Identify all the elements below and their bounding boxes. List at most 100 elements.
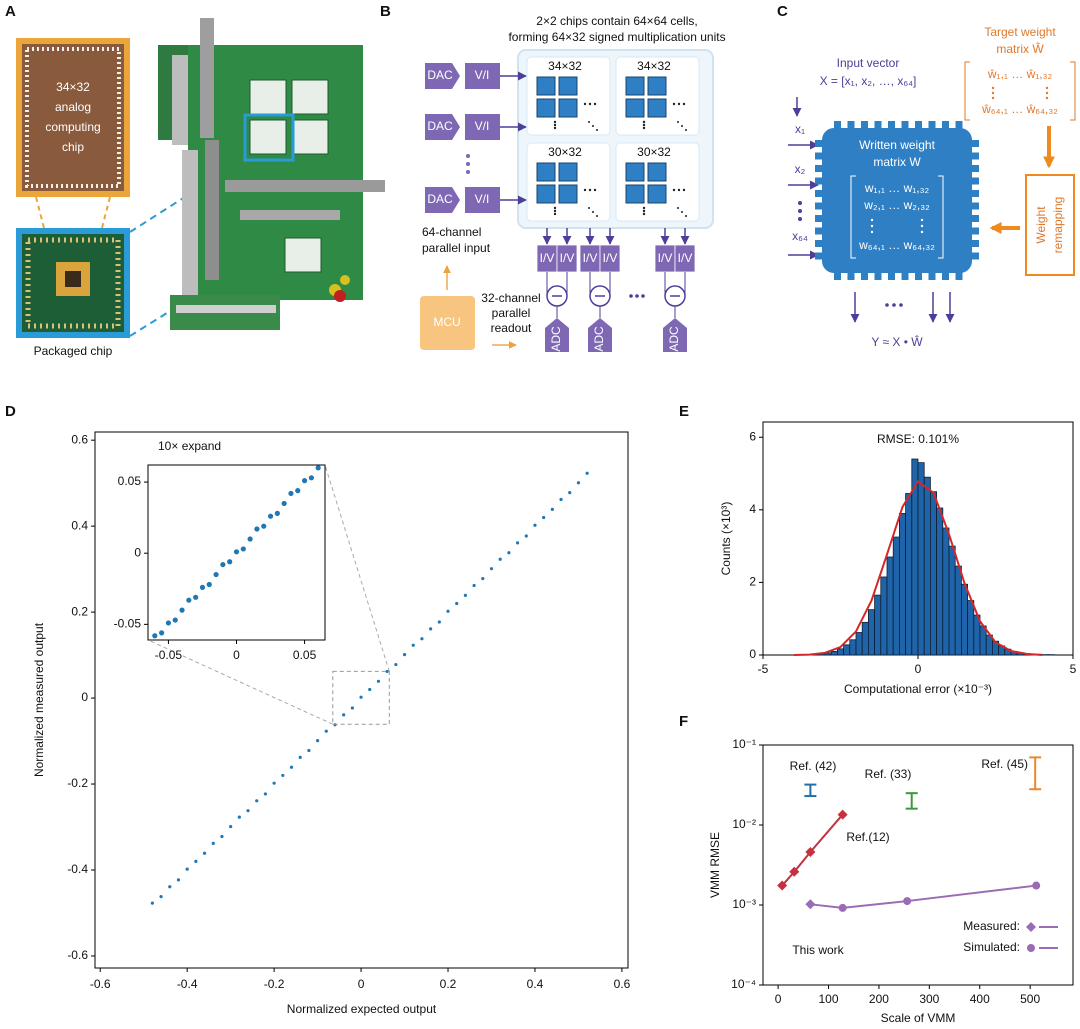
dot	[583, 188, 587, 192]
bar	[936, 507, 944, 656]
remap-box	[1025, 174, 1075, 276]
connector	[205, 140, 219, 280]
cell-block	[536, 162, 556, 182]
zoom-box	[332, 670, 390, 725]
dot	[642, 123, 646, 127]
panel-label: C	[777, 3, 788, 20]
point	[220, 561, 226, 568]
y-tick-label: 6	[749, 429, 756, 443]
mcu-label: MCU	[433, 315, 460, 329]
y-tick-label: 0	[749, 647, 756, 661]
point	[455, 601, 459, 606]
package-core	[65, 271, 81, 287]
series-line	[810, 884, 1037, 909]
series-line	[781, 813, 844, 887]
point	[324, 729, 328, 733]
highlight	[243, 113, 295, 162]
y-tick-label: 0.6	[71, 432, 88, 446]
y-axis-label: Counts (×10³)	[719, 502, 733, 576]
x-tick-label: -5	[758, 662, 769, 676]
dot	[677, 188, 681, 192]
dot	[635, 294, 639, 298]
point	[246, 809, 250, 813]
chip-pads	[25, 47, 121, 188]
connector	[240, 210, 340, 220]
point	[489, 567, 494, 571]
iv-label: I/V	[603, 251, 618, 265]
point	[237, 815, 241, 819]
x-tick-label: 0	[915, 662, 922, 676]
socket	[249, 79, 287, 115]
iv-label: I/V	[583, 251, 598, 265]
dot	[583, 102, 587, 106]
point	[315, 739, 320, 743]
point	[805, 846, 816, 857]
zoom-connector	[147, 639, 334, 725]
chip-pin	[970, 152, 979, 160]
point	[446, 609, 450, 613]
chip-pin	[815, 190, 824, 197]
adc-block	[545, 318, 569, 352]
panel-label: D	[5, 403, 16, 420]
cell-block	[625, 76, 645, 96]
point	[342, 713, 346, 717]
dot	[588, 121, 590, 123]
package-label: Packaged chip	[34, 344, 113, 358]
wire	[589, 272, 611, 296]
bar	[954, 565, 962, 656]
chip-label: 34×32	[56, 80, 90, 94]
dot	[466, 170, 470, 174]
point	[274, 510, 280, 516]
chip-pin	[970, 190, 979, 197]
jack	[334, 290, 346, 302]
dot	[685, 215, 687, 217]
chip-pin	[847, 271, 855, 280]
y-axis-label: Normalized measured output	[32, 622, 46, 777]
y-tick-label: 4	[749, 502, 756, 516]
dot	[592, 211, 594, 213]
dot	[870, 224, 874, 228]
target-title: Target weight	[984, 25, 1056, 39]
annotation: RMSE: 0.101%	[877, 432, 959, 446]
point	[542, 515, 546, 520]
point	[533, 523, 537, 527]
dot	[588, 102, 592, 106]
chip-pin	[970, 215, 979, 222]
dot	[677, 102, 681, 106]
dot	[553, 212, 557, 216]
cell-block	[647, 184, 667, 204]
vi-label: V/I	[475, 119, 490, 133]
point	[315, 465, 321, 471]
dot	[588, 207, 590, 209]
x-tick-label: 300	[919, 992, 939, 1006]
written-title: matrix W	[873, 155, 921, 169]
dot	[553, 123, 557, 127]
x-tick-label: 200	[869, 992, 889, 1006]
point	[281, 500, 287, 507]
y-tick-label: 10⁻⁴	[731, 977, 756, 991]
point	[359, 695, 363, 699]
dot	[991, 91, 995, 95]
point	[172, 617, 178, 623]
readout-note: 32-channel	[481, 291, 540, 305]
dot	[642, 206, 646, 210]
written-row: w₁,₁ … w₁,₃₂	[864, 181, 930, 195]
package-pins	[25, 237, 121, 329]
panel-label: B	[380, 3, 391, 20]
point	[194, 859, 198, 864]
dot	[677, 207, 679, 209]
x-tick-label: 0.2	[440, 977, 457, 991]
point	[186, 597, 192, 603]
dot	[899, 303, 903, 307]
point	[159, 630, 165, 636]
dot	[920, 224, 924, 228]
input-vector: X = [x₁, x₂, …, x₆₄]	[820, 74, 917, 88]
panel-label: F	[679, 713, 688, 730]
y-tick-label: 0.2	[71, 604, 88, 618]
y-axis-label: VMM RMSE	[708, 832, 722, 898]
target-row: ŵ₁,₁ … ŵ₁,₃₂	[987, 67, 1053, 81]
input-note: parallel input	[422, 241, 491, 255]
bar	[837, 648, 845, 656]
point	[185, 867, 189, 871]
y-tick-label: 0	[81, 690, 88, 704]
